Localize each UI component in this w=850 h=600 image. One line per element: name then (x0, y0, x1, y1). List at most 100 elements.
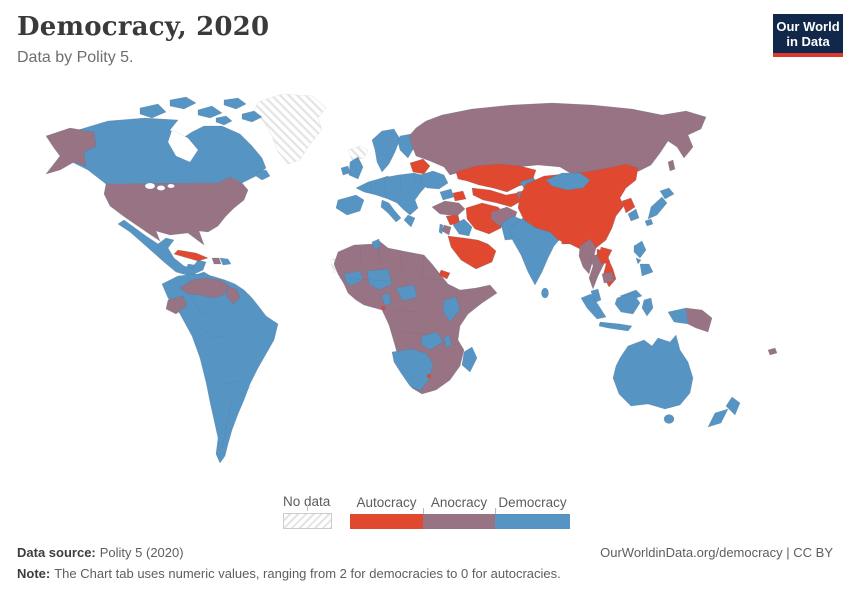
legend-no-data[interactable]: No data (283, 494, 332, 529)
country-mongolia[interactable] (545, 172, 591, 191)
region-south-america[interactable] (161, 273, 279, 464)
country-zambia[interactable] (420, 331, 444, 351)
attribution-link[interactable]: OurWorldinData.org/democracy | CC BY (600, 545, 833, 560)
country-canada-newfoundland[interactable] (255, 169, 271, 181)
country-new-zealand[interactable] (707, 396, 741, 428)
chart-header: Democracy, 2020 Data by Polity 5. (17, 12, 269, 67)
country-belarus[interactable] (409, 158, 431, 175)
country-usa-alaska[interactable] (45, 127, 97, 175)
country-indonesia[interactable] (580, 292, 689, 332)
country-canada[interactable] (65, 117, 267, 185)
country-jordan[interactable] (441, 224, 452, 236)
legend-tick (423, 508, 424, 514)
legend-label-democracy[interactable]: Democracy (498, 495, 567, 510)
country-haiti[interactable] (211, 257, 222, 265)
country-eswatini[interactable] (426, 373, 432, 379)
country-ukraine[interactable] (419, 170, 449, 190)
great-lake (144, 182, 156, 190)
legend-no-data-label: No data (283, 494, 331, 509)
region-norway-sweden[interactable] (371, 128, 401, 173)
page-title: Democracy, 2020 (17, 12, 270, 42)
country-equatorial-guinea[interactable] (381, 305, 386, 311)
hudson-bay (167, 129, 199, 163)
country-australia-tasmania[interactable] (663, 414, 675, 424)
great-lake (156, 185, 166, 191)
country-ecuador[interactable] (165, 295, 188, 315)
country-azerbaijan[interactable] (452, 190, 467, 202)
region-mainland-europe[interactable] (355, 172, 428, 216)
no-data-swatch[interactable] (283, 513, 332, 529)
country-japan[interactable] (644, 187, 675, 227)
country-guyana[interactable] (225, 285, 241, 305)
data-source-text: Polity 5 (2020) (99, 545, 184, 560)
region-arabian-peninsula[interactable] (447, 235, 497, 270)
data-source-label: Data source: (17, 545, 96, 560)
country-kenya[interactable] (442, 296, 461, 323)
chart-footer: Data source: Polity 5 (2020) OurWorldinDa… (17, 545, 833, 581)
chart-note: Note: The Chart tab uses numeric values, … (17, 566, 833, 581)
country-south-korea[interactable] (627, 208, 640, 222)
legend-bar-block: Autocracy Anocracy Democracy (350, 495, 570, 529)
country-nigeria[interactable] (395, 284, 418, 302)
data-source: Data source: Polity 5 (2020) (17, 545, 184, 560)
country-usa[interactable] (103, 176, 249, 246)
country-china[interactable] (517, 163, 639, 251)
legend-bar[interactable] (350, 508, 570, 529)
country-ireland[interactable] (340, 165, 351, 176)
country-niger[interactable] (366, 268, 393, 291)
legend-swatch-autocracy[interactable] (350, 514, 423, 529)
legend-label-autocracy[interactable]: Autocracy (356, 495, 417, 510)
country-eritrea[interactable] (438, 269, 451, 280)
owid-logo-line1: Our World (776, 19, 840, 34)
country-madagascar[interactable] (461, 346, 478, 373)
country-tunisia[interactable] (371, 238, 382, 250)
country-canada-arctic-islands[interactable] (139, 96, 263, 126)
legend-tick (495, 508, 496, 514)
page-subtitle: Data by Polity 5. (17, 49, 134, 66)
world-map[interactable] (20, 88, 835, 488)
chart-note-label: Note: (17, 566, 51, 581)
country-israel[interactable] (438, 223, 444, 235)
country-papua-new-guinea[interactable] (685, 307, 713, 333)
country-kazakhstan[interactable] (455, 163, 537, 193)
region-uzbekistan-turkmenistan[interactable] (471, 187, 522, 208)
country-senegal[interactable] (343, 270, 364, 287)
region-southern-africa[interactable] (391, 348, 434, 392)
country-fiji[interactable] (767, 347, 778, 356)
country-north-korea[interactable] (621, 197, 636, 214)
country-russia[interactable] (408, 102, 707, 180)
map-legend: No data Autocracy Anocracy Democracy (283, 494, 570, 529)
country-iceland[interactable] (347, 145, 369, 161)
legend-label-anocracy[interactable]: Anocracy (430, 495, 488, 510)
legend-swatch-anocracy[interactable] (423, 514, 495, 529)
region-georgia-armenia[interactable] (439, 188, 455, 201)
country-philippines[interactable] (633, 240, 654, 277)
country-united-kingdom[interactable] (348, 156, 364, 180)
country-dominican-republic[interactable] (219, 257, 232, 266)
country-cambodia[interactable] (601, 271, 615, 284)
country-borders (189, 172, 481, 449)
country-cuba[interactable] (173, 249, 209, 262)
chart-note-text: The Chart tab uses numeric values, rangi… (54, 566, 561, 581)
legend-tick (307, 505, 308, 511)
country-malawi[interactable] (443, 334, 453, 348)
legend-swatch-democracy[interactable] (495, 514, 570, 529)
country-sri-lanka[interactable] (541, 287, 549, 299)
country-jamaica[interactable] (186, 263, 196, 270)
great-lake (167, 183, 175, 189)
country-myanmar[interactable] (578, 238, 597, 275)
country-iraq[interactable] (452, 218, 473, 237)
country-russia-sakhalin[interactable] (667, 159, 676, 172)
country-australia[interactable] (612, 334, 694, 410)
country-greenland[interactable] (253, 93, 327, 165)
country-venezuela[interactable] (179, 277, 229, 299)
owid-logo[interactable]: Our World in Data (773, 14, 843, 57)
country-turkey[interactable] (431, 200, 466, 217)
region-iberia[interactable] (335, 194, 365, 216)
owid-logo-line2: in Data (786, 34, 830, 49)
world-map-svg (45, 93, 778, 464)
country-greece[interactable] (403, 214, 416, 228)
country-italy[interactable] (380, 199, 402, 223)
country-ghana[interactable] (381, 292, 392, 306)
